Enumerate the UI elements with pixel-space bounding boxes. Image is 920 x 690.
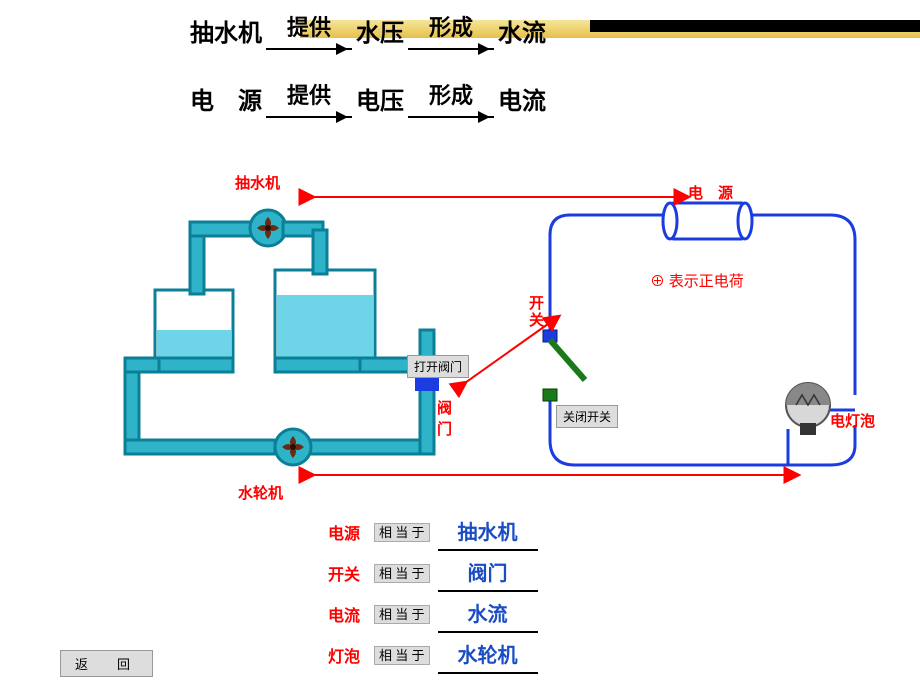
valve-label: 阀门 — [437, 397, 455, 439]
current-term: 电流 — [498, 81, 546, 116]
table-row: 电源相 当 于抽水机 — [322, 512, 538, 551]
voltage-term: 电压 — [356, 81, 404, 116]
flow-term: 水流 — [498, 13, 546, 48]
positive-charge-label: ⊕ 表示正电荷 — [650, 270, 744, 291]
water-circuit-diagram — [95, 180, 475, 500]
equivalence-table: 电源相 当 于抽水机 开关相 当 于阀门 电流相 当 于水流 灯泡相 当 于水轮… — [320, 510, 540, 676]
source-term: 电 源 — [190, 81, 262, 116]
close-switch-button[interactable]: 关闭开关 — [556, 405, 618, 428]
analogy-row-water: 抽水机 提供 水压 形成 水流 — [190, 10, 546, 50]
electric-circuit-diagram — [510, 195, 890, 495]
bulb-label: 电灯泡 — [830, 410, 875, 431]
turbine-label: 水轮机 — [238, 482, 283, 503]
arrow-forms-1: 形成 — [408, 10, 494, 50]
switch-label: 开关 — [525, 295, 546, 329]
power-label: 电 源 — [688, 182, 733, 203]
pressure-term: 水压 — [356, 13, 404, 48]
pump-term: 抽水机 — [190, 13, 262, 48]
table-row: 电流相 当 于水流 — [322, 594, 538, 633]
arrow-provides-1: 提供 — [266, 10, 352, 50]
analogy-row-electric: 电 源 提供 电压 形成 电流 — [190, 78, 546, 118]
back-button[interactable]: 返 回 — [60, 650, 153, 677]
open-valve-button[interactable]: 打开阀门 — [407, 355, 469, 378]
table-row: 灯泡相 当 于水轮机 — [322, 635, 538, 674]
pump-label: 抽水机 — [235, 172, 280, 193]
arrow-forms-2: 形成 — [408, 78, 494, 118]
arrow-provides-2: 提供 — [266, 78, 352, 118]
table-row: 开关相 当 于阀门 — [322, 553, 538, 592]
